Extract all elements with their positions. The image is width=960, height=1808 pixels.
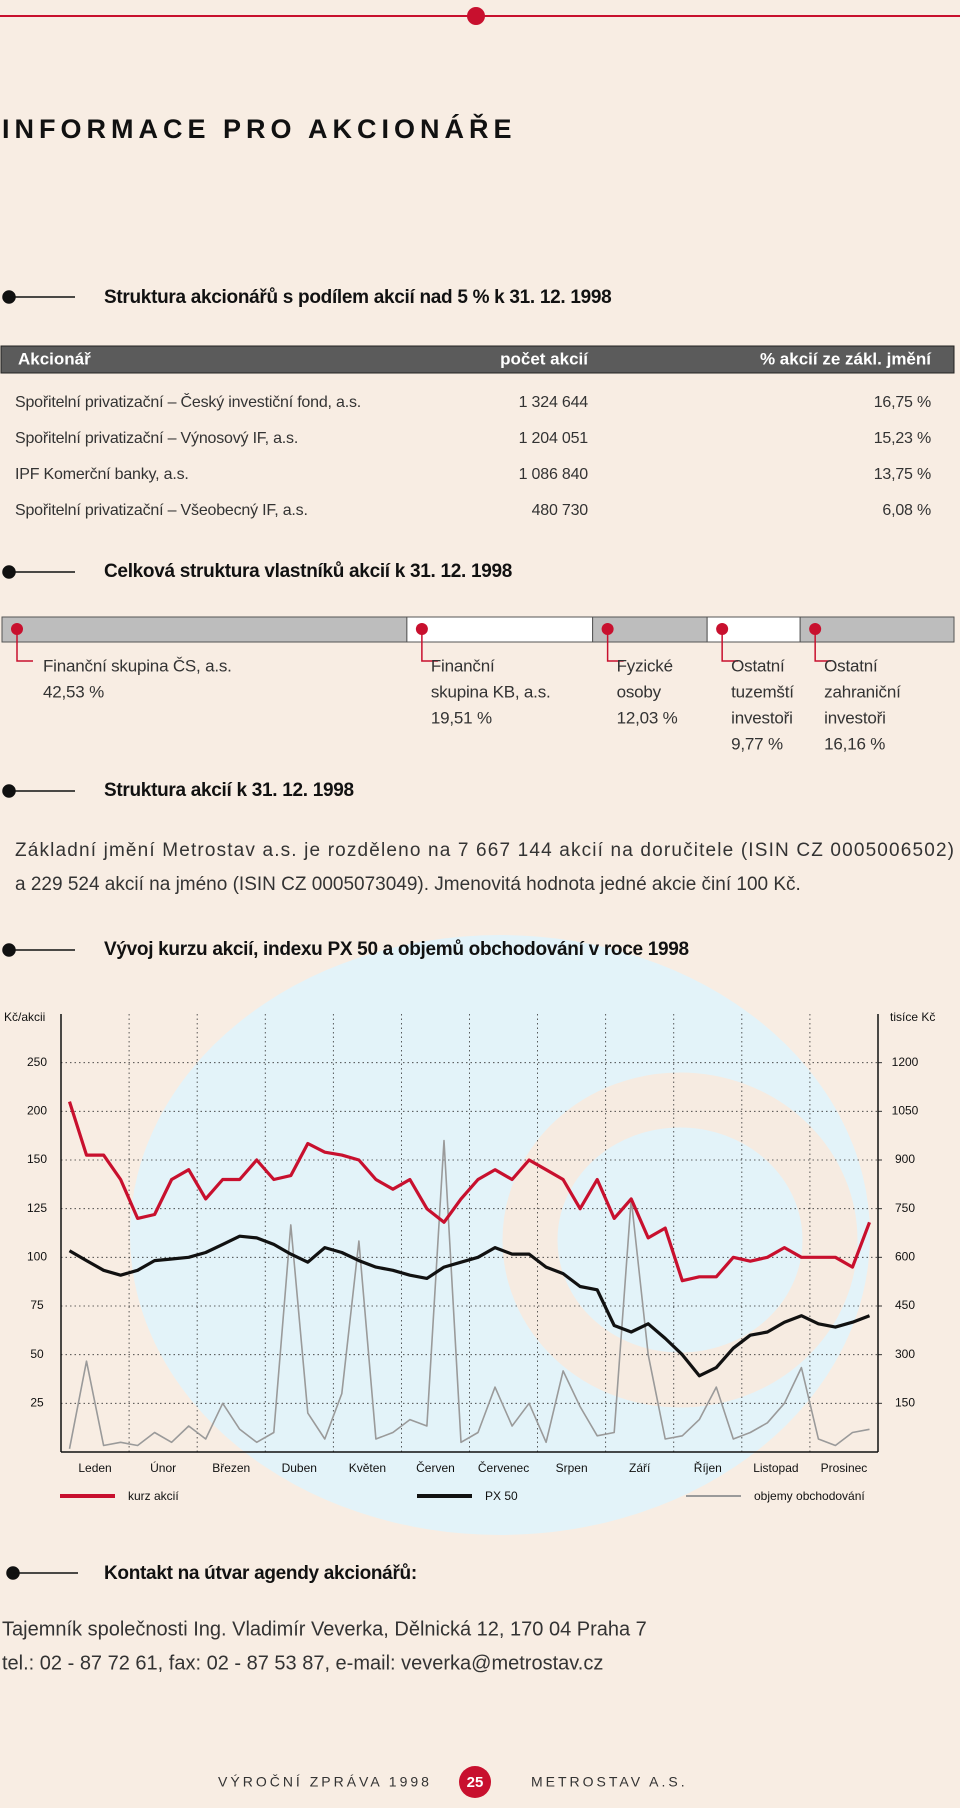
segment-connector — [814, 629, 832, 662]
table-cell: 1 086 840 — [519, 466, 589, 483]
page-badge — [459, 1766, 491, 1798]
decor-ring — [502, 1072, 858, 1408]
table-cell: Spořitelní privatizační – Všeobecný IF, … — [15, 502, 308, 519]
x-tick-label: Květen — [349, 1461, 386, 1475]
y-tick-label: 75 — [30, 1298, 44, 1312]
paragraph-line: Základní jmění Metrostav a.s. je rozděle… — [15, 840, 954, 861]
y2-tick-label: 600 — [895, 1250, 915, 1264]
y-tick-label: 150 — [27, 1152, 47, 1166]
table-cell: 480 730 — [532, 502, 589, 519]
y-tick-label: 250 — [27, 1055, 47, 1069]
y-tick-label: 25 — [30, 1396, 44, 1410]
page-number: 25 — [467, 1774, 484, 1791]
segment-value: 12,03 % — [617, 708, 678, 727]
column-header: počet akcií — [500, 349, 589, 368]
x-tick-label: Duben — [282, 1461, 317, 1475]
y2-tick-label: 300 — [895, 1347, 915, 1361]
ownership-segment — [799, 616, 955, 643]
y2-tick-label: 450 — [895, 1298, 915, 1312]
y2-tick-label: 150 — [895, 1396, 915, 1410]
column-header: % akcií ze zákl. jmění — [760, 349, 932, 368]
y2-tick-label: 900 — [895, 1152, 915, 1166]
x-tick-label: Listopad — [753, 1461, 798, 1475]
section-heading: Struktura akcií k 31. 12. 1998 — [104, 780, 354, 801]
segment-label: investoři — [731, 708, 793, 727]
y2-tick-label: 1050 — [892, 1104, 919, 1118]
y-tick-label: 100 — [27, 1250, 47, 1264]
table-cell: 13,75 % — [874, 466, 931, 483]
table-cell: IPF Komerční banky, a.s. — [15, 466, 189, 483]
x-tick-label: Únor — [150, 1460, 176, 1475]
page-title: INFORMACE PRO AKCIONÁŘE — [2, 113, 517, 144]
contact-line: Tajemník společnosti Ing. Vladimír Vever… — [2, 1618, 647, 1640]
segment-label: Ostatní — [824, 656, 878, 675]
ownership-chart: Finanční skupina ČS, a.s. 42,53 % Finanční… — [1, 616, 955, 753]
paragraph-line: a 229 524 akcií na jméno (ISIN CZ 000507… — [15, 874, 801, 895]
y2-axis-label: tisíce Kč — [890, 1010, 935, 1024]
segment-label: Ostatní — [731, 656, 785, 675]
x-tick-label: Prosinec — [821, 1461, 868, 1475]
column-header: Akcionář — [18, 349, 91, 368]
footer-left: VÝROČNÍ ZPRÁVA 1998 — [218, 1774, 432, 1790]
contact-line: tel.: 02 - 87 72 61, fax: 02 - 87 53 87,… — [2, 1652, 603, 1674]
table-cell: 1 324 644 — [519, 394, 589, 411]
series-line — [68, 1139, 870, 1449]
footer-right: METROSTAV A.S. — [531, 1774, 688, 1790]
y2-tick-label: 750 — [895, 1201, 915, 1215]
x-tick-label: Leden — [78, 1461, 111, 1475]
segment-label: Finanční skupina ČS, a.s. — [43, 656, 232, 675]
ownership-segment — [592, 616, 708, 643]
ownership-segment — [1, 616, 408, 643]
y-tick-label: 50 — [30, 1347, 44, 1361]
legend-label: PX 50 — [485, 1489, 518, 1503]
segment-label: Finanční — [431, 656, 495, 675]
section-heading: Struktura akcionářů s podílem akcií nad … — [104, 287, 611, 308]
table-header — [0, 345, 955, 374]
price-chart: 25 50 75 100 125 150 200 250 150 300 450 600 750 900 1… — [4, 1010, 935, 1503]
table-cell: Spořitelní privatizační – Výnosový IF, a… — [15, 430, 298, 447]
y2-tick-label: 1200 — [892, 1055, 919, 1069]
segment-connector — [606, 629, 624, 662]
y-tick-label: 125 — [27, 1201, 47, 1215]
segment-value: 19,51 % — [431, 708, 492, 727]
legend-label: kurz akcií — [128, 1489, 179, 1503]
table-cell: 15,23 % — [874, 430, 931, 447]
section-heading: Celková struktura vlastníků akcií k 31. … — [104, 561, 512, 582]
x-tick-label: Říjen — [694, 1460, 722, 1475]
x-tick-label: Září — [629, 1461, 651, 1475]
x-tick-label: Červenec — [478, 1460, 529, 1475]
table-cell: 1 204 051 — [519, 430, 589, 447]
y-axis-label: Kč/akcii — [4, 1010, 45, 1024]
segment-value: 16,16 % — [824, 734, 885, 753]
legend-label: objemy obchodování — [754, 1489, 865, 1503]
segment-connector — [421, 629, 438, 662]
x-tick-label: Březen — [212, 1461, 250, 1475]
series-line — [67, 1101, 871, 1283]
table-body: Spořitelní privatizační – Český investič… — [15, 392, 931, 519]
segment-label: zahraniční — [824, 682, 901, 701]
segment-value: 42,53 % — [43, 682, 104, 701]
bullets — [2, 290, 78, 1580]
segment-label: investoři — [824, 708, 886, 727]
segment-value: 9,77 % — [731, 734, 783, 753]
segment-label: skupina KB, a.s. — [431, 682, 551, 701]
segment-connector — [721, 629, 739, 662]
table-cell: Spořitelní privatizační – Český investič… — [15, 392, 361, 411]
segment-label: tuzemští — [731, 682, 794, 701]
x-tick-label: Červen — [416, 1460, 455, 1475]
y-tick-label: 200 — [27, 1104, 47, 1118]
ownership-segment — [406, 616, 594, 643]
x-tick-label: Srpen — [556, 1461, 588, 1475]
segment-connector — [16, 629, 33, 662]
top-dot — [467, 7, 485, 25]
segment-label: osoby — [617, 682, 662, 701]
table-cell: 6,08 % — [882, 502, 931, 519]
section-heading: Vývoj kurzu akcií, indexu PX 50 a objemů… — [104, 939, 689, 960]
section-heading: Kontakt na útvar agendy akcionářů: — [104, 1563, 417, 1584]
segment-label: Fyzické — [617, 656, 673, 675]
table-cell: 16,75 % — [874, 394, 931, 411]
series-line — [68, 1234, 871, 1378]
